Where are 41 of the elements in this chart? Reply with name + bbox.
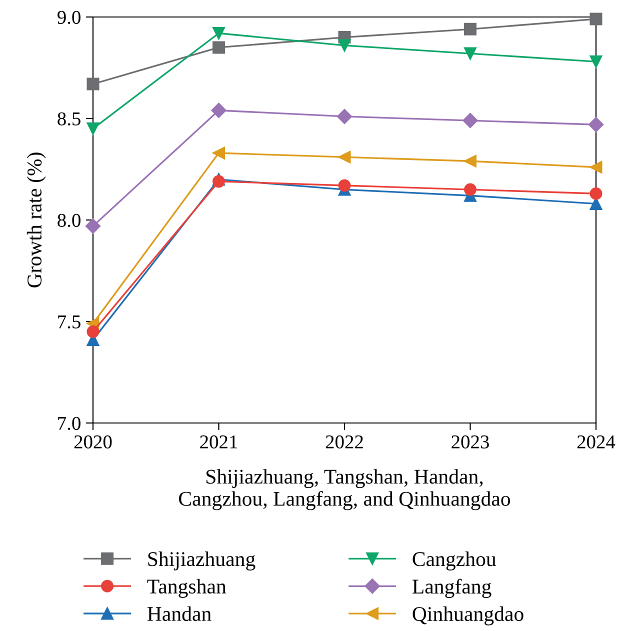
point bbox=[590, 187, 602, 200]
point bbox=[588, 117, 604, 132]
legend-label: Handan bbox=[147, 606, 212, 621]
legend-label: Shijiazhuang bbox=[148, 551, 256, 570]
x-axis-title: Shijiazhuang, Tangshan, Handan, Cangzhou, Langfang, and Qinhuangdao bbox=[179, 469, 510, 510]
point bbox=[85, 218, 101, 234]
point bbox=[464, 47, 476, 60]
legend-label: Tangshan bbox=[147, 578, 226, 598]
point bbox=[462, 112, 478, 128]
point bbox=[86, 122, 100, 135]
point bbox=[338, 179, 351, 192]
point bbox=[336, 108, 352, 124]
point bbox=[211, 102, 226, 118]
point bbox=[212, 146, 225, 160]
point bbox=[86, 78, 100, 90]
point bbox=[212, 41, 225, 54]
x-tick-label: 2023 bbox=[452, 435, 489, 448]
point bbox=[464, 183, 476, 196]
point bbox=[212, 175, 225, 188]
legend-label: Langfang bbox=[412, 578, 492, 598]
legend-label: Cangzhou bbox=[412, 551, 496, 570]
x-tick-label: 2022 bbox=[326, 435, 363, 448]
point bbox=[86, 325, 100, 338]
point bbox=[212, 26, 225, 40]
legend-label: Qinhuangdao bbox=[412, 606, 524, 626]
point bbox=[464, 154, 476, 168]
point bbox=[590, 12, 602, 26]
point bbox=[338, 39, 351, 52]
x-tick-label: 2021 bbox=[200, 435, 238, 448]
x-tick-label: 2020 bbox=[74, 435, 112, 448]
y-tick-label: 7.0 bbox=[58, 416, 80, 430]
point bbox=[464, 22, 476, 36]
y-tick-label: 8.5 bbox=[58, 112, 80, 126]
y-tick-label: 7.5 bbox=[58, 316, 80, 329]
y-axis-title: Growth rate (%) bbox=[26, 152, 46, 288]
x-tick-label: 2024 bbox=[577, 435, 616, 448]
point bbox=[338, 150, 351, 164]
y-tick-label: 9.0 bbox=[58, 10, 80, 24]
y-tick-label: 8.0 bbox=[58, 214, 80, 228]
point bbox=[590, 55, 602, 68]
point bbox=[590, 160, 602, 174]
